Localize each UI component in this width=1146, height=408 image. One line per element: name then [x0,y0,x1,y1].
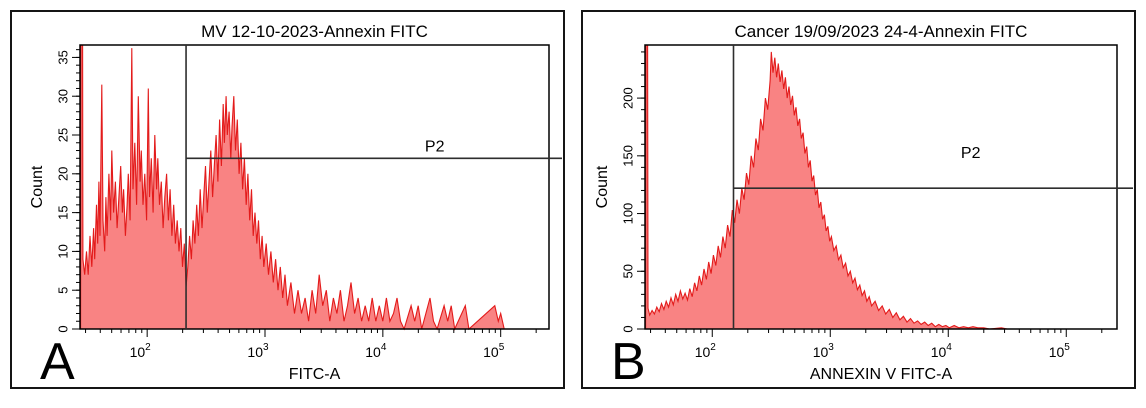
histogram-svg-b: 102 103 104 105 0 50 100 150 200 P2 Cancer 19/09/2… [594,22,1133,387]
histogram-svg-a: 102 103 104 105 0 5 10 15 20 25 30 35 P2 MV 12-10-202… [29,22,562,387]
histogram-area-a [80,44,549,331]
x-tick-label: 104 [365,342,387,360]
gate-label: P2 [961,145,981,162]
y-tick-label: 0 [620,325,635,332]
gate-label: P2 [425,138,445,155]
y-tick-label: 150 [620,145,635,167]
y-axis-label: Count [29,165,46,208]
y-tick-label: 5 [55,287,70,294]
x-tick-label: 102 [130,342,152,360]
y-axis-label: Count [594,165,611,208]
x-tick-label: 104 [931,342,953,360]
chart-title: Cancer 19/09/2023 24-4-Annexin FITC [735,22,1028,41]
chart-title: MV 12-10-2023-Annexin FITC [201,22,428,41]
panel-b-histogram: 102 103 104 105 0 50 100 150 200 P2 Cancer 19/09/2… [581,10,1136,389]
x-axis-label: ANNEXIN V FITC-A [810,366,953,383]
y-tick-label: 10 [55,244,70,258]
y-tick-label: 15 [55,205,70,219]
x-axis-label: FITC-A [289,366,341,383]
x-tick-label: 103 [247,342,269,360]
y-tick-label: 100 [620,203,635,225]
y-tick-label: 200 [620,87,635,109]
x-tick-label: 105 [483,342,505,360]
x-tick-label: 105 [1049,342,1071,360]
x-tick-label: 103 [813,342,835,360]
y-tick-label: 35 [55,50,70,64]
histogram-area-b [645,44,1117,330]
panel-a-histogram: 102 103 104 105 0 5 10 15 20 25 30 35 P2 MV 12-10-202… [10,10,565,389]
plot-border [79,44,550,330]
y-tick-label: 50 [620,264,635,278]
panel-letter-b: B [611,333,646,387]
y-tick-label: 20 [55,167,70,181]
y-tick-label: 25 [55,128,70,142]
panel-letter-a: A [40,333,75,387]
axis-ticks [637,51,1103,337]
plot-border [644,44,1118,330]
y-tick-label: 0 [55,325,70,332]
axis-ticks [72,49,537,337]
y-tick-label: 30 [55,89,70,103]
x-tick-label: 102 [695,342,717,360]
